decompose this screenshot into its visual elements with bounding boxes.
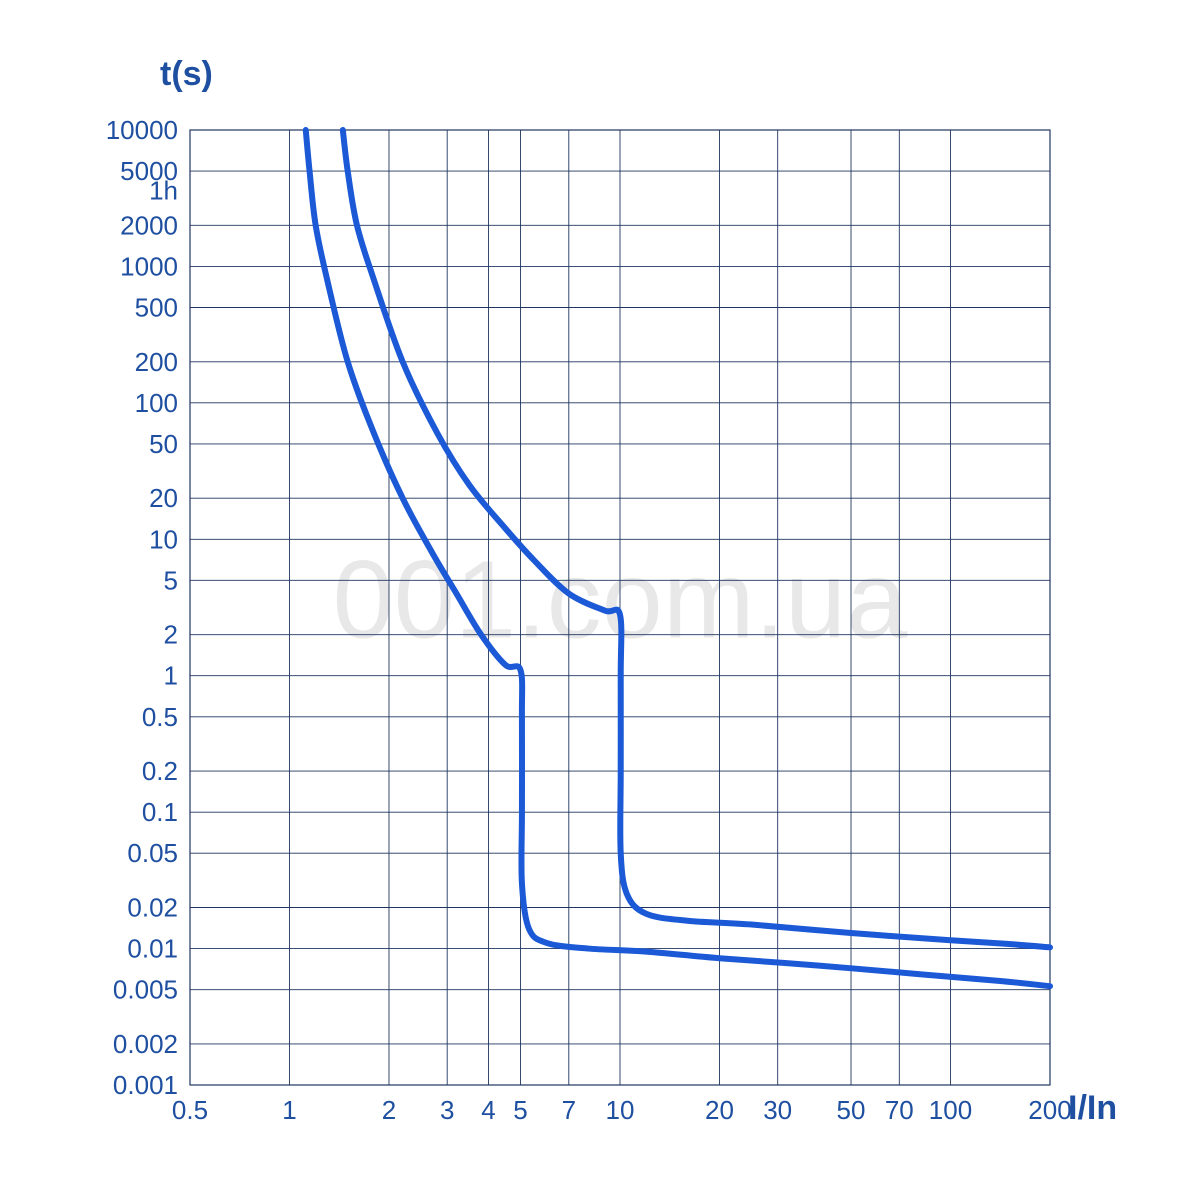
y-tick-label: 0.5: [142, 702, 178, 732]
y-tick-label: 1000: [120, 251, 178, 281]
y-tick-label: 20: [149, 483, 178, 513]
x-tick-label: 20: [705, 1095, 734, 1125]
y-tick-label: 0.001: [113, 1070, 178, 1100]
x-tick-label: 5: [513, 1095, 527, 1125]
y-tick-label: 1h: [149, 176, 178, 206]
y-tick-label: 10: [149, 524, 178, 554]
x-tick-label: 200: [1028, 1095, 1071, 1125]
y-tick-label: 2000: [120, 210, 178, 240]
y-tick-label: 500: [135, 292, 178, 322]
x-tick-label: 0.5: [172, 1095, 208, 1125]
y-tick-label: 1: [164, 661, 178, 691]
y-tick-label: 100: [135, 388, 178, 418]
x-tick-label: 7: [562, 1095, 576, 1125]
x-tick-label: 2: [382, 1095, 396, 1125]
y-tick-label: 0.002: [113, 1029, 178, 1059]
y-tick-label: 0.005: [113, 975, 178, 1005]
x-tick-label: 10: [606, 1095, 635, 1125]
y-tick-label: 2: [164, 620, 178, 650]
x-tick-label: 4: [481, 1095, 495, 1125]
y-tick-label: 200: [135, 347, 178, 377]
y-tick-label: 10000: [106, 115, 178, 145]
x-tick-label: 70: [885, 1095, 914, 1125]
y-tick-label: 0.2: [142, 756, 178, 786]
x-axis-title: I/In: [1068, 1089, 1117, 1127]
x-tick-label: 100: [929, 1095, 972, 1125]
x-tick-label: 50: [837, 1095, 866, 1125]
y-tick-label: 5: [164, 565, 178, 595]
y-tick-label: 0.02: [127, 893, 178, 923]
y-axis-title: t(s): [160, 55, 213, 93]
x-tick-label: 30: [763, 1095, 792, 1125]
y-tick-label: 50: [149, 429, 178, 459]
x-tick-label: 1: [282, 1095, 296, 1125]
y-tick-label: 0.05: [127, 838, 178, 868]
trip-curve-chart: 001.com.ua1000050001h2000100050020010050…: [0, 0, 1200, 1200]
y-tick-label: 0.1: [142, 797, 178, 827]
x-tick-label: 3: [440, 1095, 454, 1125]
y-tick-label: 0.01: [127, 934, 178, 964]
